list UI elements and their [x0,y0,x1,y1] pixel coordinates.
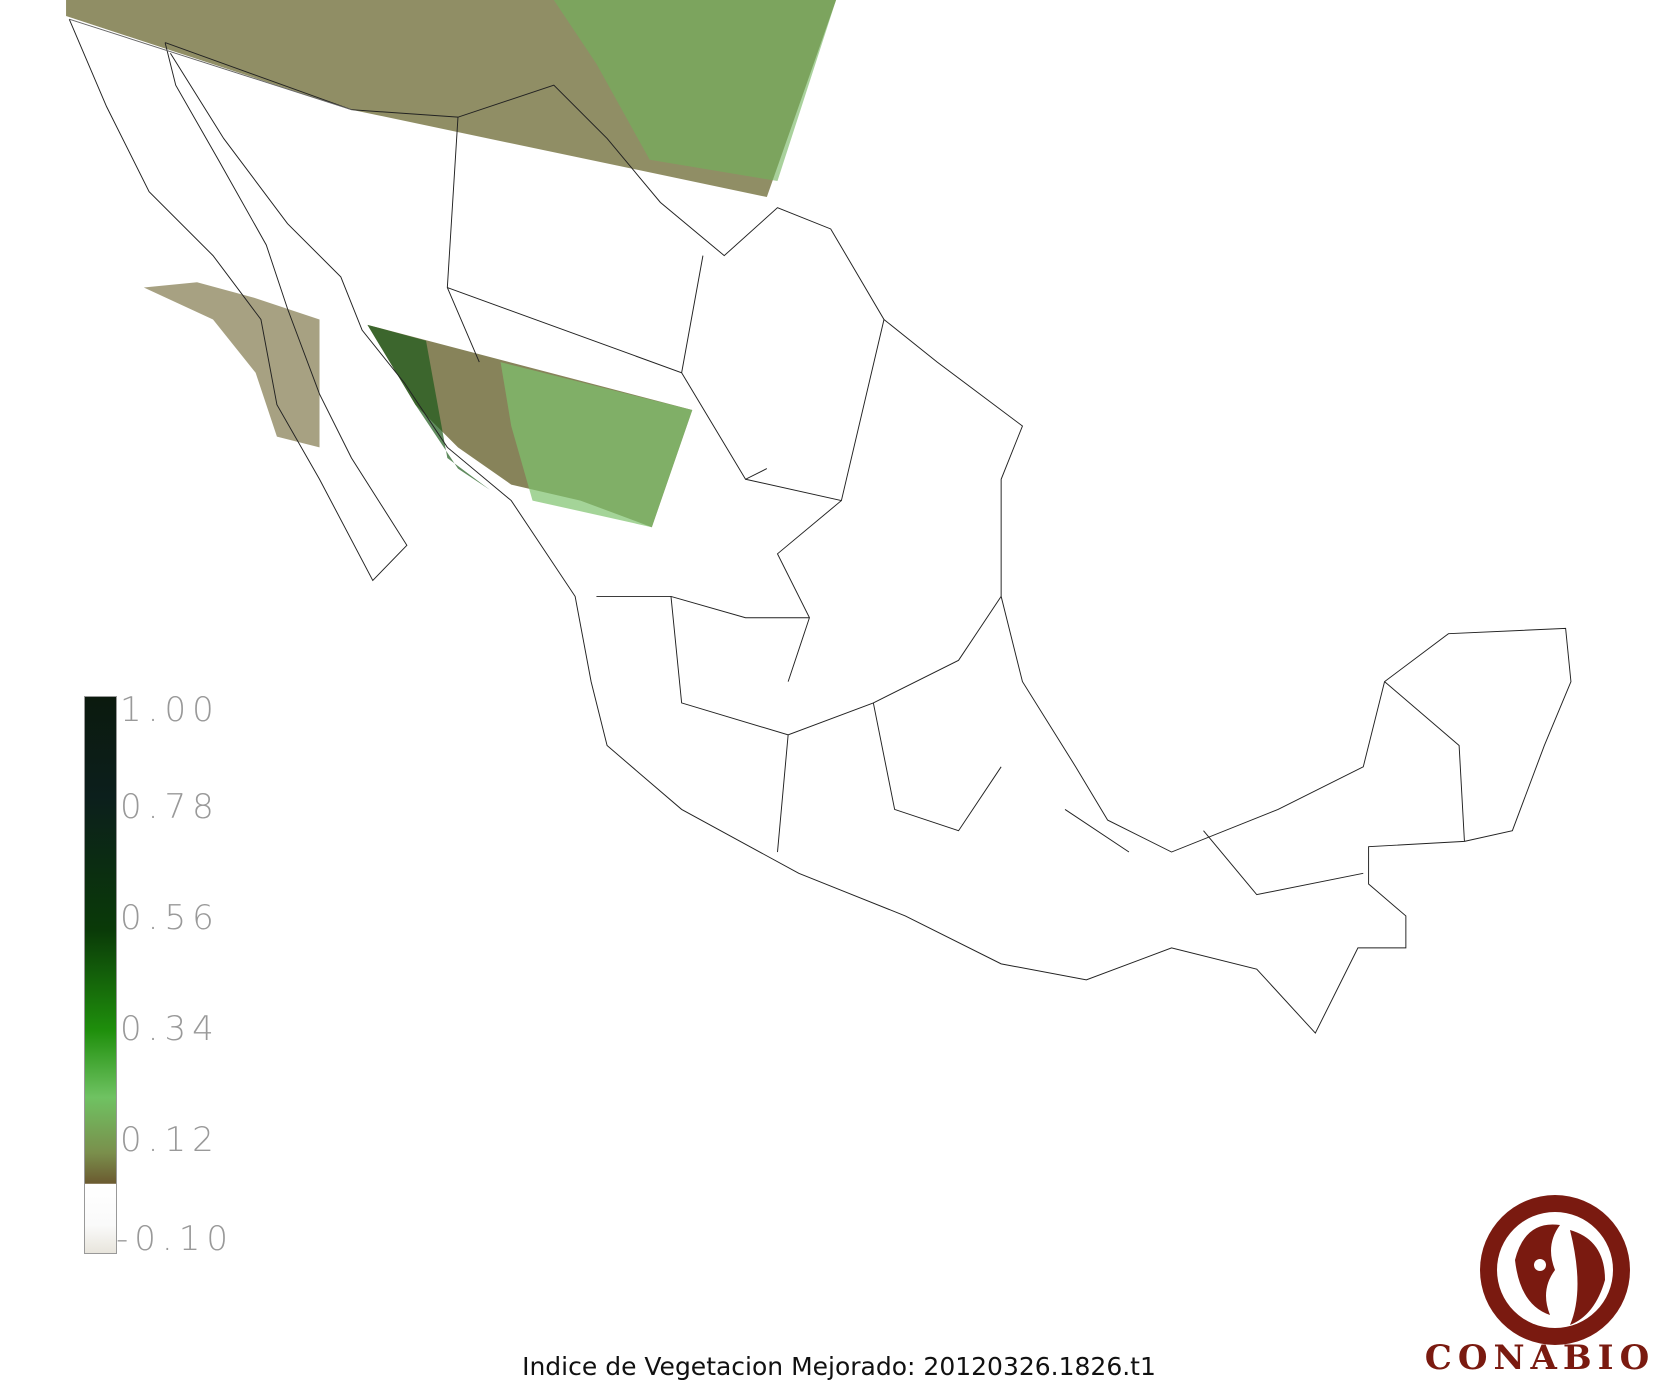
logo-wordmark: CONABIO [1424,1338,1656,1378]
conabio-logo-icon [1480,1195,1630,1345]
state-boundaries [68,18,1572,1034]
swath-sinaloa-dark [367,324,490,490]
colorbar [84,696,117,1254]
us-border-line [69,18,352,111]
caption-text: Indice de Vegetacion Mejorado: 20120326.… [522,1352,1156,1381]
colorbar-tick: 0.78 [120,787,220,827]
colorbar-tick: 1.00 [120,690,220,730]
state-line [446,117,1465,896]
colorbar-tick: 0.34 [120,1009,220,1049]
swath-sinaloa-green [500,362,693,528]
vegetation-swaths [66,0,837,528]
colorbar-tick: 0.12 [120,1120,220,1160]
map-caption: Indice de Vegetacion Mejorado: 20120326.… [0,1352,1670,1381]
baja-peninsula-outline [68,18,408,582]
colorbar-tick: -0.10 [116,1219,234,1259]
mainland-outline [164,42,1572,1034]
swath-north-green [553,0,837,182]
swath-baja [143,282,320,448]
colorbar-tick: 0.56 [120,898,220,938]
